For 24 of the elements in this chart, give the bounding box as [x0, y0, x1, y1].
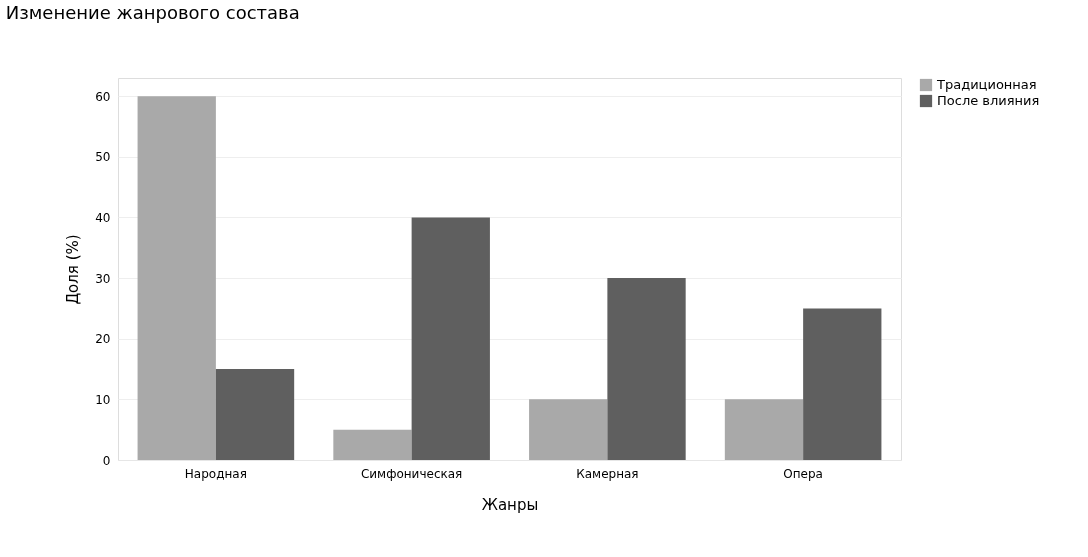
bar — [333, 429, 412, 460]
chart-title: Изменение жанрового состава — [5, 2, 300, 23]
y-tick-label: 40 — [95, 210, 111, 225]
x-tick-label: Симфоническая — [360, 466, 463, 481]
y-tick-label: 60 — [95, 89, 111, 104]
x-tick-label: Камерная — [576, 466, 639, 481]
legend-label: Традиционная — [936, 77, 1037, 92]
bar — [607, 278, 686, 460]
y-tick-label: 20 — [95, 332, 111, 347]
y-tick-label: 30 — [95, 271, 111, 286]
y-axis-title: Доля (%) — [64, 234, 83, 305]
bar — [215, 369, 295, 460]
y-tick-label: 50 — [95, 150, 111, 165]
x-tick-label: Опера — [783, 466, 823, 481]
legend-label: После влияния — [937, 93, 1040, 108]
bar — [137, 96, 216, 460]
bar — [411, 217, 490, 460]
y-tick-label: 10 — [95, 392, 111, 407]
y-tick-label: 0 — [102, 453, 111, 468]
bar — [724, 399, 804, 460]
bar — [803, 308, 882, 460]
x-axis-title: Жанры — [481, 495, 539, 514]
bar — [529, 399, 608, 460]
x-tick-label: Народная — [184, 466, 247, 481]
